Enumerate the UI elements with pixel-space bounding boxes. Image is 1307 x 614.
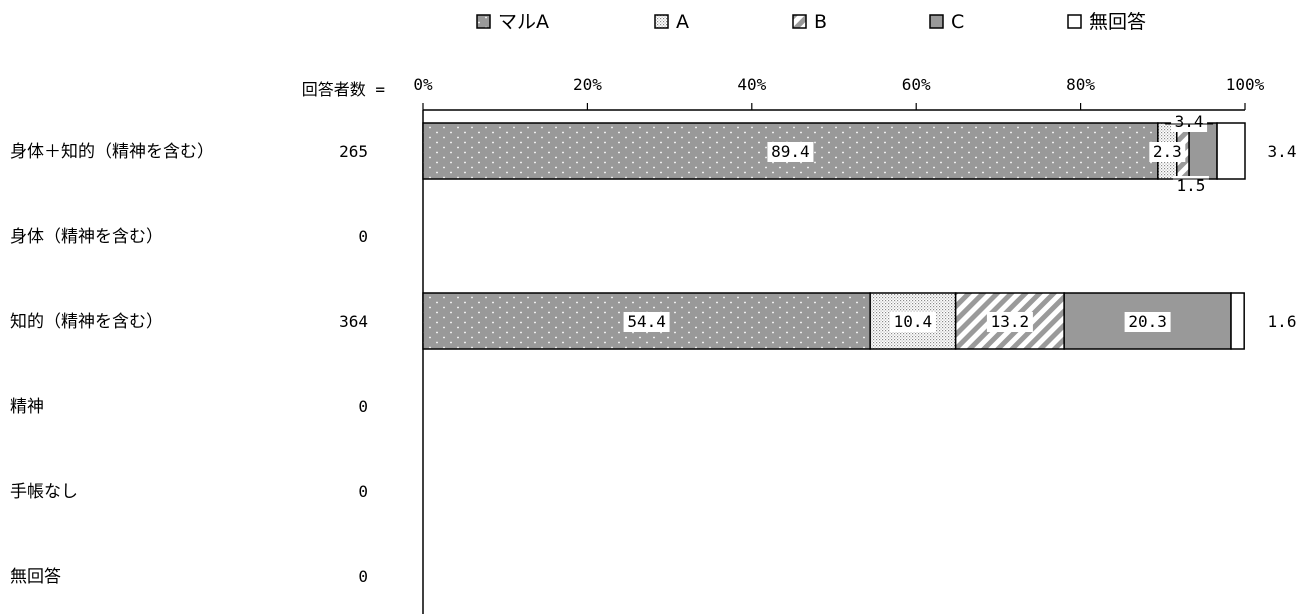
x-axis: 0% 20% 40% 60% 80% 100% — [413, 75, 1265, 614]
respondent-count-2: 0 — [358, 227, 368, 246]
x-tick-label-3: 60% — [902, 75, 931, 94]
data-label-bg-row1-4 — [1171, 112, 1208, 132]
data-label-row3-5: 1.6 — [1268, 312, 1297, 331]
legend-swatch-1 — [476, 14, 491, 29]
x-tick-label-5: 100% — [1226, 75, 1265, 94]
category-label-3: 知的（精神を含む） — [10, 312, 163, 332]
x-tick-label-2: 40% — [737, 75, 766, 94]
bars — [422, 122, 1246, 350]
data-label-row3-1: 54.4 — [627, 312, 666, 331]
category-label-4: 精神 — [10, 397, 44, 417]
x-tick-label-1: 20% — [573, 75, 602, 94]
data-label-bg-row1-3 — [1172, 176, 1209, 196]
category-label-6: 無回答 — [10, 567, 61, 587]
x-tick-label-0: 0% — [413, 75, 433, 94]
data-label-row1-5: 3.4 — [1268, 142, 1297, 161]
legend: マルA A B C 無回答 — [476, 11, 1146, 33]
legend-swatch-4 — [929, 14, 944, 29]
respondent-count-5: 0 — [358, 482, 368, 501]
respondent-count-4: 0 — [358, 397, 368, 416]
respondent-count-1: 265 — [339, 142, 368, 161]
legend-label-5: 無回答 — [1089, 11, 1146, 33]
data-label-bg-row1-2 — [1149, 142, 1186, 162]
respondent-count-3: 364 — [339, 312, 368, 331]
data-label-bg-row1-1 — [767, 142, 814, 162]
data-label-bg-row3-1 — [623, 312, 670, 332]
legend-swatch-3 — [792, 14, 807, 29]
bar-segment-row3-series5 — [1230, 292, 1245, 350]
category-label-2: 身体（精神を含む） — [10, 227, 163, 247]
legend-label-1: マルA — [498, 11, 549, 33]
legend-label-3: B — [814, 11, 827, 33]
legend-label-4: C — [951, 11, 964, 33]
data-label-row3-2: 10.4 — [894, 312, 933, 331]
bar-segment-row1-series4 — [1188, 122, 1218, 180]
respondent-count-6: 0 — [358, 567, 368, 586]
legend-swatch-2 — [654, 14, 669, 29]
legend-label-2: A — [676, 11, 689, 33]
data-labels: 89.4 2.3 1.5 3.4 3.4 54.4 10.4 13.2 20.3 1.6 — [623, 112, 1297, 332]
data-label-row1-4: 3.4 — [1175, 112, 1204, 131]
category-label-1: 身体＋知的（精神を含む） — [10, 142, 214, 162]
x-tick-label-4: 80% — [1066, 75, 1095, 94]
category-label-5: 手帳なし — [10, 482, 78, 502]
data-label-row1-1: 89.4 — [771, 142, 810, 161]
data-label-bg-row3-4 — [1124, 312, 1171, 332]
data-label-bg-row3-2 — [889, 312, 936, 332]
data-label-row3-3: 13.2 — [991, 312, 1030, 331]
bar-segment-row3-series1 — [422, 292, 871, 350]
data-label-row1-2: 2.3 — [1153, 142, 1182, 161]
bar-segment-row3-series2 — [869, 292, 957, 350]
respondents-header: 回答者数 = — [302, 80, 385, 99]
data-label-row3-4: 20.3 — [1128, 312, 1167, 331]
category-labels: 身体＋知的（精神を含む） 265 身体（精神を含む） 0 知的（精神を含む） 364 精神 0… — [10, 142, 368, 587]
data-label-bg-row3-3 — [986, 312, 1033, 332]
legend-swatch-5 — [1067, 14, 1082, 29]
data-label-row1-3: 1.5 — [1176, 176, 1205, 195]
bar-segment-row1-series5 — [1216, 122, 1246, 180]
